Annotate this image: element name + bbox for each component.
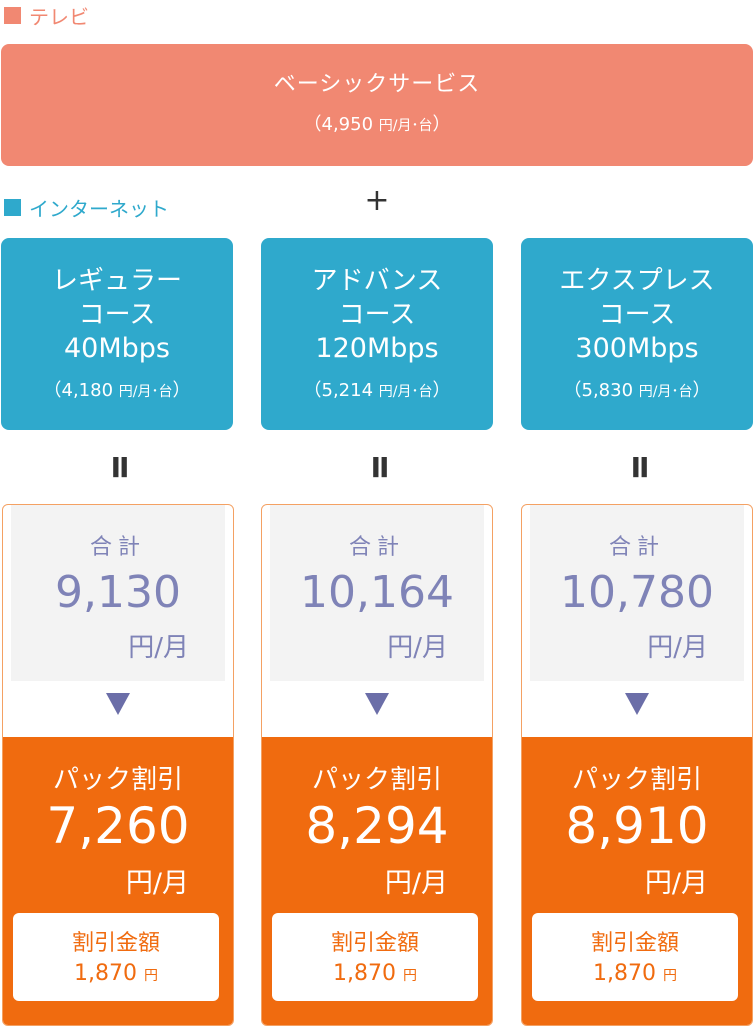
pack-discount-unit: 円/月 xyxy=(125,868,189,899)
equals-sign: II xyxy=(110,451,130,484)
total-unit: 円/月 xyxy=(647,633,708,663)
total-unit: 円/月 xyxy=(387,633,448,663)
course-price: （5,214 円/月･台） xyxy=(261,376,493,402)
course-advance: アドバンス コース 120Mbps （5,214 円/月･台） xyxy=(261,238,493,430)
total-panel xyxy=(270,505,484,681)
course-name-suffix: コース xyxy=(598,300,676,330)
discount-amount-label: 割引金額 xyxy=(330,931,419,956)
discount-amount-label: 割引金額 xyxy=(71,931,160,956)
course-price-close: ） xyxy=(432,380,451,401)
course-price-unit: 円/月･台 xyxy=(378,384,433,400)
discount-amount-unit: 円 xyxy=(662,968,677,984)
total-panel xyxy=(11,505,225,681)
tv-section-label-text: テレビ xyxy=(29,5,89,29)
total-label: 合計 xyxy=(89,535,146,560)
pack-discount-unit: 円/月 xyxy=(384,868,448,899)
course-speed: 40Mbps xyxy=(64,333,170,364)
pack-discount-value: 8,294 xyxy=(305,797,449,855)
course-price-value: （4,180 xyxy=(43,380,119,401)
discount-amount-unit: 円 xyxy=(143,968,158,984)
discount-amount-unit: 円 xyxy=(402,968,417,984)
total-value: 9,130 xyxy=(55,567,181,618)
basic-service-box: ベーシックサービス （4,950 円/月･台） xyxy=(1,44,753,166)
square-icon xyxy=(4,7,21,24)
course-name-suffix: コース xyxy=(78,300,156,330)
pack-discount-unit: 円/月 xyxy=(644,868,708,899)
course-express: エクスプレス コース 300Mbps （5,830 円/月･台） xyxy=(521,238,753,430)
basic-service-price-unit: 円/月･台 xyxy=(378,118,433,134)
course-price-unit: 円/月･台 xyxy=(118,384,173,400)
basic-service-price-close: ） xyxy=(432,114,451,135)
total-value: 10,780 xyxy=(560,567,714,618)
total-value: 10,164 xyxy=(300,567,454,618)
total-card-regular: 合計 9,130 円/月 パック割引 7,260 円/月 割引金額 1,870 … xyxy=(2,504,234,1026)
pack-discount-label: パック割引 xyxy=(52,765,183,795)
discount-amount-box: 割引金額 1,870 円 xyxy=(272,913,478,1001)
total-unit: 円/月 xyxy=(128,633,189,663)
total-card-advance: 合計 10,164 円/月 パック割引 8,294 円/月 割引金額 1,870… xyxy=(261,504,493,1026)
basic-service-price: （4,950 円/月･台） xyxy=(1,110,753,136)
course-name: エクスプレス xyxy=(559,266,715,296)
pack-discount-panel: パック割引 8,294 円/月 割引金額 1,870 円 xyxy=(262,737,492,1025)
discount-amount-box: 割引金額 1,870 円 xyxy=(532,913,738,1001)
course-name: アドバンス xyxy=(311,266,443,296)
tv-section-label: テレビ xyxy=(4,1,89,30)
internet-section-label: インターネット xyxy=(4,193,169,222)
plus-sign: + xyxy=(364,183,390,218)
course-price-value: （5,830 xyxy=(563,380,639,401)
course-price-close: ） xyxy=(172,380,191,401)
course-name-suffix: コース xyxy=(338,300,416,330)
pack-discount-panel: パック割引 7,260 円/月 割引金額 1,870 円 xyxy=(3,737,233,1025)
course-regular: レギュラー コース 40Mbps （4,180 円/月･台） xyxy=(1,238,233,430)
internet-section-label-text: インターネット xyxy=(29,197,169,221)
discount-amount: 1,870 円 xyxy=(13,961,219,986)
total-panel xyxy=(530,505,744,681)
discount-amount-value: 1,870 xyxy=(333,961,403,986)
total-card-express: 合計 10,780 円/月 パック割引 8,910 円/月 割引金額 1,870… xyxy=(521,504,753,1026)
equals-sign: II xyxy=(630,451,650,484)
course-price-unit: 円/月･台 xyxy=(638,384,693,400)
pack-discount-value: 7,260 xyxy=(46,797,190,855)
pack-discount-panel: パック割引 8,910 円/月 割引金額 1,870 円 xyxy=(522,737,752,1025)
discount-amount-value: 1,870 xyxy=(593,961,663,986)
discount-amount-box: 割引金額 1,870 円 xyxy=(13,913,219,1001)
total-label: 合計 xyxy=(608,535,665,560)
course-price: （4,180 円/月･台） xyxy=(1,376,233,402)
basic-service-name: ベーシックサービス xyxy=(273,72,481,97)
discount-amount: 1,870 円 xyxy=(532,961,738,986)
triangle-down-icon xyxy=(365,693,389,715)
discount-amount: 1,870 円 xyxy=(272,961,478,986)
pack-discount-label: パック割引 xyxy=(571,765,702,795)
course-price-value: （5,214 xyxy=(303,380,379,401)
equals-sign: II xyxy=(370,451,390,484)
basic-service-price-value: （4,950 xyxy=(303,114,379,135)
course-speed: 300Mbps xyxy=(575,333,699,364)
total-label: 合計 xyxy=(348,535,405,560)
course-name: レギュラー xyxy=(51,266,182,296)
discount-amount-value: 1,870 xyxy=(74,961,144,986)
course-price-close: ） xyxy=(692,380,711,401)
pack-discount-label: パック割引 xyxy=(311,765,442,795)
course-speed: 120Mbps xyxy=(315,333,439,364)
discount-amount-label: 割引金額 xyxy=(590,931,679,956)
square-icon xyxy=(4,199,21,216)
triangle-down-icon xyxy=(106,693,130,715)
pack-discount-value: 8,910 xyxy=(565,797,709,855)
course-price: （5,830 円/月･台） xyxy=(521,376,753,402)
triangle-down-icon xyxy=(625,693,649,715)
